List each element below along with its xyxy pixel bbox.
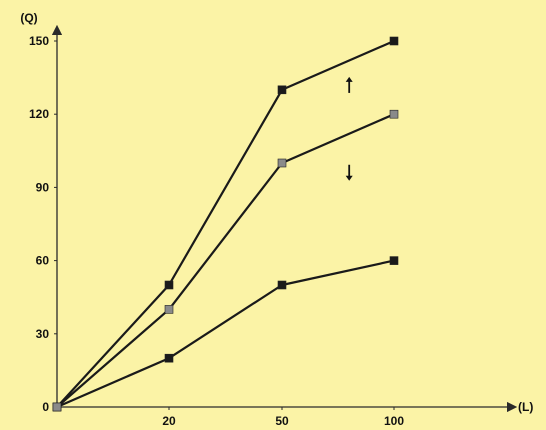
x-tick-label: 20 xyxy=(162,414,176,428)
y-axis-label: (Q) xyxy=(20,11,37,25)
data-point-marker xyxy=(389,36,399,46)
y-tick-label: 0 xyxy=(42,400,49,414)
series-lines xyxy=(56,39,395,409)
y-tick-label: 120 xyxy=(29,107,49,121)
y-tick-label: 60 xyxy=(36,254,50,268)
data-point-marker xyxy=(164,280,174,290)
series-line-1 xyxy=(56,39,395,408)
y-tick-label: 150 xyxy=(29,34,49,48)
y-ticks: 0 30 60 90 120 150 xyxy=(29,34,57,414)
y-tick-label: 90 xyxy=(36,180,50,194)
data-point-marker xyxy=(277,280,287,290)
series-markers xyxy=(52,36,399,412)
data-point-marker xyxy=(164,353,174,363)
x-tick-label: 100 xyxy=(384,414,404,428)
arrow-up-icon xyxy=(345,76,353,93)
x-axis-label: (L) xyxy=(518,400,533,414)
x-ticks: 20 50 100 xyxy=(162,407,404,428)
annotations xyxy=(345,76,353,181)
data-point-marker xyxy=(277,158,287,168)
data-point-marker xyxy=(164,305,174,314)
data-point-marker xyxy=(389,109,399,119)
data-point-marker xyxy=(389,256,399,265)
data-point-marker xyxy=(277,85,287,95)
y-tick-label: 30 xyxy=(36,327,50,341)
data-point-marker xyxy=(52,402,62,412)
series-line-2 xyxy=(56,113,395,408)
x-tick-label: 50 xyxy=(275,414,289,428)
series-line-3 xyxy=(56,259,395,409)
arrow-down-icon xyxy=(345,164,353,181)
axes xyxy=(51,24,518,413)
